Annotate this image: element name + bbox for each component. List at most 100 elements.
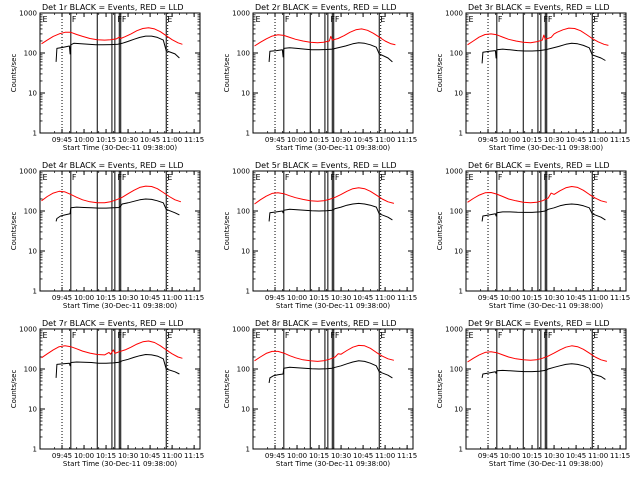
plot-frame <box>252 12 414 134</box>
x-axis-label: Start Time (30-Dec-11 09:38:00) <box>63 302 177 310</box>
y-tick-label: 100 <box>450 366 463 374</box>
y-axis-label: Counts/sec <box>436 212 444 251</box>
y-tick-label: 1000 <box>232 168 250 176</box>
x-tick-label: 10:00 <box>500 452 520 460</box>
flag-marker: E <box>380 15 385 24</box>
flag-marker: E <box>255 331 260 340</box>
flag-marker: E <box>167 15 172 24</box>
flag-marker: F <box>285 15 290 24</box>
panel-title: Det 2r BLACK = Events, RED = LLD <box>255 3 397 12</box>
x-tick-label: 11:15 <box>397 452 417 460</box>
x-tick-label: 09:45 <box>52 136 72 144</box>
x-tick-label: 09:45 <box>478 136 498 144</box>
y-tick-label: 1 <box>459 130 463 138</box>
x-tick-label: 09:45 <box>478 294 498 302</box>
y-tick-label: 100 <box>237 208 250 216</box>
y-axis-label: Counts/sec <box>436 54 444 93</box>
flag-marker: E <box>255 15 260 24</box>
x-tick-label: 10:30 <box>118 452 138 460</box>
plot-frame <box>252 328 414 450</box>
x-tick-label: 10:30 <box>331 452 351 460</box>
x-axis-label: Start Time (30-Dec-11 09:38:00) <box>489 144 603 152</box>
panel-det-7: Det 7r BLACK = Events, RED = LLD 1 10 100 10… <box>10 319 204 468</box>
x-tick-label: 11:15 <box>184 136 204 144</box>
flag-marker: F <box>72 331 77 340</box>
x-tick-label: 11:15 <box>610 294 630 302</box>
x-tick-label: 11:15 <box>184 452 204 460</box>
x-tick-label: 10:45 <box>353 294 373 302</box>
x-tick-label: 11:00 <box>162 136 182 144</box>
y-tick-label: 100 <box>450 208 463 216</box>
x-axis-label: Start Time (30-Dec-11 09:38:00) <box>489 302 603 310</box>
panel-det-3: Det 3r BLACK = Events, RED = LLD 1 10 100 10… <box>436 3 630 152</box>
panel-title: Det 6r BLACK = Events, RED = LLD <box>468 161 610 170</box>
flag-marker: F <box>72 173 77 182</box>
panel-title: Det 9r BLACK = Events, RED = LLD <box>468 319 610 328</box>
y-tick-label: 100 <box>237 50 250 58</box>
x-tick-label: 10:30 <box>544 136 564 144</box>
series-lld <box>254 344 395 362</box>
flag-marker: FF <box>543 173 553 182</box>
panel-title: Det 3r BLACK = Events, RED = LLD <box>468 3 610 12</box>
x-tick-label: 10:15 <box>522 136 542 144</box>
x-tick-label: 11:15 <box>610 452 630 460</box>
series-events <box>268 202 393 222</box>
flag-marker: FF <box>117 15 127 24</box>
y-tick-label: 10 <box>241 90 250 98</box>
x-axis-label: Start Time (30-Dec-11 09:38:00) <box>276 460 390 468</box>
x-tick-label: 10:15 <box>309 452 329 460</box>
flag-marker: F <box>498 331 503 340</box>
x-tick-label: 10:45 <box>566 452 586 460</box>
x-tick-label: 09:45 <box>52 452 72 460</box>
x-tick-label: 10:30 <box>331 136 351 144</box>
y-axis-label: Counts/sec <box>223 370 231 409</box>
x-tick-label: 11:00 <box>588 294 608 302</box>
flag-marker: E <box>42 331 47 340</box>
y-tick-label: 10 <box>241 406 250 414</box>
y-axis-label: Counts/sec <box>10 370 18 409</box>
y-tick-label: 10 <box>454 90 463 98</box>
x-tick-label: 11:15 <box>610 136 630 144</box>
flag-marker: E <box>468 173 473 182</box>
flag-marker: E <box>42 173 47 182</box>
y-tick-label: 100 <box>24 50 37 58</box>
panel-det-6: Det 6r BLACK = Events, RED = LLD 1 10 100 10… <box>436 161 630 310</box>
series-lld <box>467 27 609 46</box>
x-tick-label: 11:00 <box>375 294 395 302</box>
panel-det-9: Det 9r BLACK = Events, RED = LLD 1 10 100 10… <box>436 319 630 468</box>
x-tick-label: 10:45 <box>566 294 586 302</box>
flag-marker: FF <box>543 15 553 24</box>
x-tick-label: 10:15 <box>522 452 542 460</box>
x-tick-label: 11:00 <box>375 452 395 460</box>
x-tick-label: 10:30 <box>544 452 564 460</box>
flag-marker: FF <box>330 331 340 340</box>
x-axis-label: Start Time (30-Dec-11 09:38:00) <box>276 302 390 310</box>
plot-frame <box>465 328 627 450</box>
y-tick-label: 100 <box>24 366 37 374</box>
series-events <box>481 203 606 222</box>
panel-title: Det 4r BLACK = Events, RED = LLD <box>42 161 184 170</box>
x-axis-label: Start Time (30-Dec-11 09:38:00) <box>489 460 603 468</box>
y-axis-label: Counts/sec <box>223 212 231 251</box>
x-tick-label: 10:45 <box>140 452 160 460</box>
flag-marker: FF <box>543 331 553 340</box>
flag-marker: FF <box>117 173 127 182</box>
x-tick-label: 10:45 <box>353 136 373 144</box>
y-axis-label: Counts/sec <box>10 212 18 251</box>
x-tick-label: 10:00 <box>74 136 94 144</box>
flag-marker: E <box>167 331 172 340</box>
flag-marker: F <box>498 15 503 24</box>
x-axis-label: Start Time (30-Dec-11 09:38:00) <box>63 460 177 468</box>
x-tick-label: 09:45 <box>265 136 285 144</box>
series-events <box>268 42 393 63</box>
flag-marker: E <box>255 173 260 182</box>
y-tick-label: 100 <box>24 208 37 216</box>
x-tick-label: 10:45 <box>566 136 586 144</box>
x-tick-label: 10:00 <box>287 294 307 302</box>
x-tick-label: 11:00 <box>375 136 395 144</box>
x-tick-label: 10:00 <box>287 136 307 144</box>
x-tick-label: 09:45 <box>52 294 72 302</box>
y-tick-label: 1000 <box>19 10 37 18</box>
flag-marker: F <box>285 331 290 340</box>
